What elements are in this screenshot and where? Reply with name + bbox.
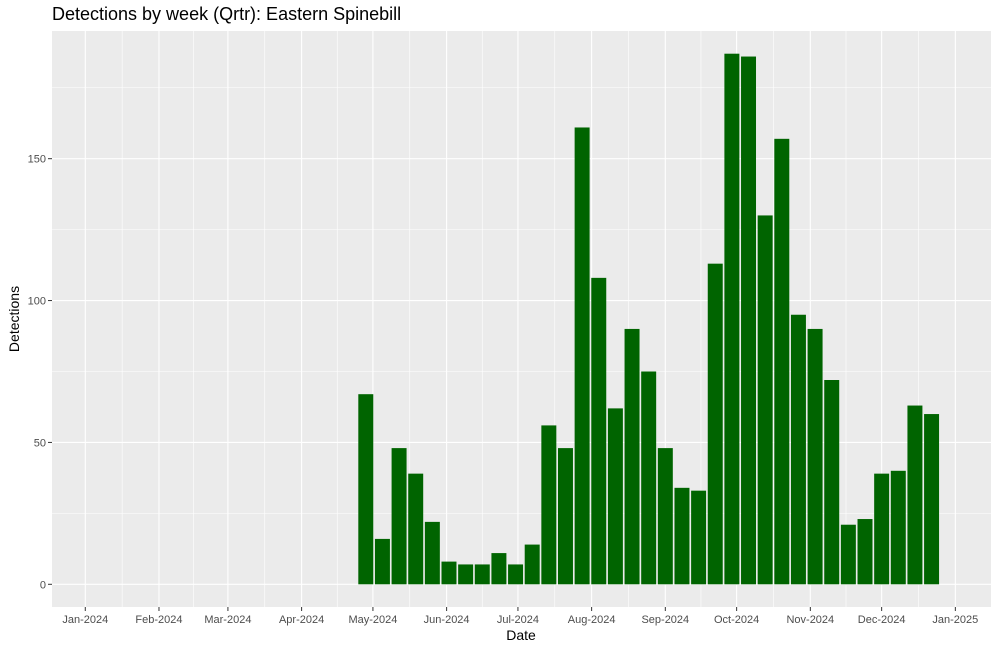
bar (840, 524, 856, 585)
bar (574, 127, 590, 585)
bar (674, 487, 690, 585)
y-tick-label: 150 (28, 154, 46, 166)
plot-panel (52, 31, 991, 607)
x-tick-label: Aug-2024 (568, 614, 616, 626)
bar (907, 405, 923, 585)
bar (790, 314, 806, 585)
bar (707, 263, 723, 585)
x-tick-label: Mar-2024 (204, 614, 251, 626)
bar (491, 553, 507, 585)
bar (441, 561, 457, 585)
x-tick-label: Sep-2024 (641, 614, 689, 626)
y-axis: 0 50 100 150 (28, 154, 52, 591)
x-tick-label: Apr-2024 (279, 614, 324, 626)
y-tick-label: 0 (40, 579, 46, 591)
bar (524, 544, 540, 585)
bar (391, 448, 407, 585)
x-tick-label: Jun-2024 (424, 614, 470, 626)
bar (774, 138, 790, 585)
x-tick-label: Jan-2024 (62, 614, 108, 626)
bar (641, 371, 657, 585)
bar (541, 425, 557, 585)
bar (358, 394, 374, 585)
bars (358, 53, 940, 585)
bar (657, 448, 673, 585)
bar (607, 408, 623, 585)
y-tick-label: 100 (28, 296, 46, 308)
bar (874, 473, 890, 585)
x-tick-label: Feb-2024 (135, 614, 182, 626)
bar (741, 56, 757, 585)
bar (474, 564, 490, 585)
x-axis: Jan-2024 Feb-2024 Mar-2024 Apr-2024 May-2024… (62, 607, 978, 626)
bar (424, 521, 440, 585)
bar (757, 215, 773, 585)
y-axis-title: Detections (6, 286, 22, 352)
x-tick-label: Oct-2024 (714, 614, 759, 626)
bar (374, 538, 390, 585)
bar (724, 53, 740, 585)
x-axis-title: Date (506, 627, 536, 643)
bar (408, 473, 424, 585)
x-tick-label: May-2024 (348, 614, 397, 626)
bar (591, 277, 607, 585)
bar (857, 519, 873, 585)
bar (557, 448, 573, 585)
bar (508, 564, 524, 585)
chart-title: Detections by week (Qrtr): Eastern Spine… (52, 4, 402, 24)
bar (624, 328, 640, 585)
bar (691, 490, 707, 585)
bar (458, 564, 474, 585)
x-tick-label: Dec-2024 (858, 614, 906, 626)
bar (824, 380, 840, 585)
x-tick-label: Jul-2024 (497, 614, 539, 626)
x-tick-label: Nov-2024 (786, 614, 834, 626)
gridlines (52, 31, 991, 607)
bar (924, 414, 940, 585)
x-tick-label: Jan-2025 (932, 614, 978, 626)
bar (807, 328, 823, 585)
y-tick-label: 50 (34, 437, 46, 449)
bar (890, 470, 906, 585)
